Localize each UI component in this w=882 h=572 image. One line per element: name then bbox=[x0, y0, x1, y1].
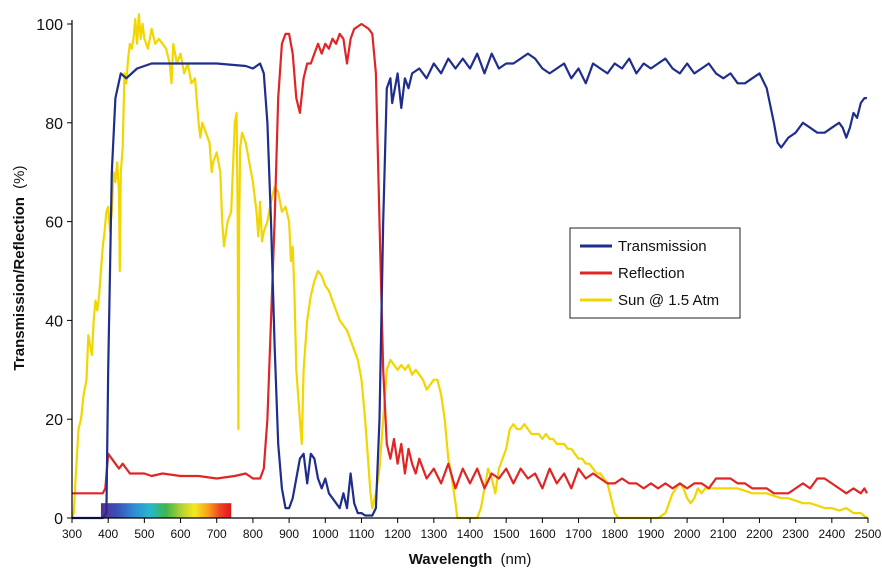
x-tick-label: 2200 bbox=[746, 527, 773, 541]
x-tick-label: 1600 bbox=[529, 527, 556, 541]
visible-spectrum-rect bbox=[101, 503, 231, 518]
axes bbox=[72, 20, 868, 518]
y-axis-title-bold: Transmission/Reflection bbox=[11, 197, 28, 370]
x-tick-label: 1700 bbox=[565, 527, 592, 541]
legend-label: Reflection bbox=[618, 265, 685, 282]
x-tick-label: 1100 bbox=[349, 527, 375, 541]
legend-label: Transmission bbox=[618, 238, 707, 255]
x-tick-label: 500 bbox=[134, 527, 154, 541]
x-tick-label: 300 bbox=[62, 527, 82, 541]
series-line-reflection bbox=[72, 24, 867, 493]
y-tick-label: 20 bbox=[45, 412, 63, 429]
y-axis-title-unit: (%) bbox=[11, 166, 28, 189]
x-ticks: 300 400 500 600 700 800 900 1000 1100 1200 1300 140… bbox=[62, 518, 882, 541]
series-line-transmission bbox=[72, 54, 867, 518]
x-tick-label: 1200 bbox=[384, 527, 411, 541]
x-tick-label: 2300 bbox=[782, 527, 809, 541]
x-tick-label: 800 bbox=[243, 527, 263, 541]
x-axis-title-bold: Wavelength bbox=[409, 551, 493, 568]
y-tick-label: 60 bbox=[45, 215, 63, 232]
y-tick-label: 40 bbox=[45, 313, 63, 330]
y-tick-label: 80 bbox=[45, 116, 63, 133]
y-axis-title: Transmission/Reflection (%) bbox=[11, 166, 28, 371]
y-ticks: 0 20 40 60 80 100 bbox=[36, 17, 72, 528]
x-tick-label: 1800 bbox=[601, 527, 628, 541]
visible-spectrum-bar bbox=[101, 503, 231, 518]
series-lines bbox=[72, 14, 867, 518]
x-tick-label: 2000 bbox=[674, 527, 701, 541]
x-tick-label: 900 bbox=[279, 527, 299, 541]
x-axis-title-unit: (nm) bbox=[500, 551, 531, 568]
x-tick-label: 700 bbox=[207, 527, 227, 541]
x-axis-title: Wavelength (nm) bbox=[409, 551, 532, 568]
x-tick-label: 2400 bbox=[818, 527, 845, 541]
x-tick-label: 2100 bbox=[710, 527, 737, 541]
series-line-sun-1-5-atm bbox=[72, 14, 867, 518]
x-tick-label: 1500 bbox=[493, 527, 520, 541]
x-tick-label: 600 bbox=[171, 527, 191, 541]
x-tick-label: 1900 bbox=[638, 527, 665, 541]
x-tick-label: 400 bbox=[98, 527, 118, 541]
x-tick-label: 1400 bbox=[457, 527, 484, 541]
legend: Transmission Reflection Sun @ 1.5 Atm bbox=[570, 228, 740, 318]
x-tick-label: 1000 bbox=[312, 527, 339, 541]
legend-label: Sun @ 1.5 Atm bbox=[618, 292, 719, 309]
y-tick-label: 0 bbox=[54, 511, 63, 528]
x-tick-label: 2500 bbox=[855, 527, 882, 541]
x-tick-label: 1300 bbox=[420, 527, 447, 541]
y-tick-label: 100 bbox=[36, 17, 63, 34]
